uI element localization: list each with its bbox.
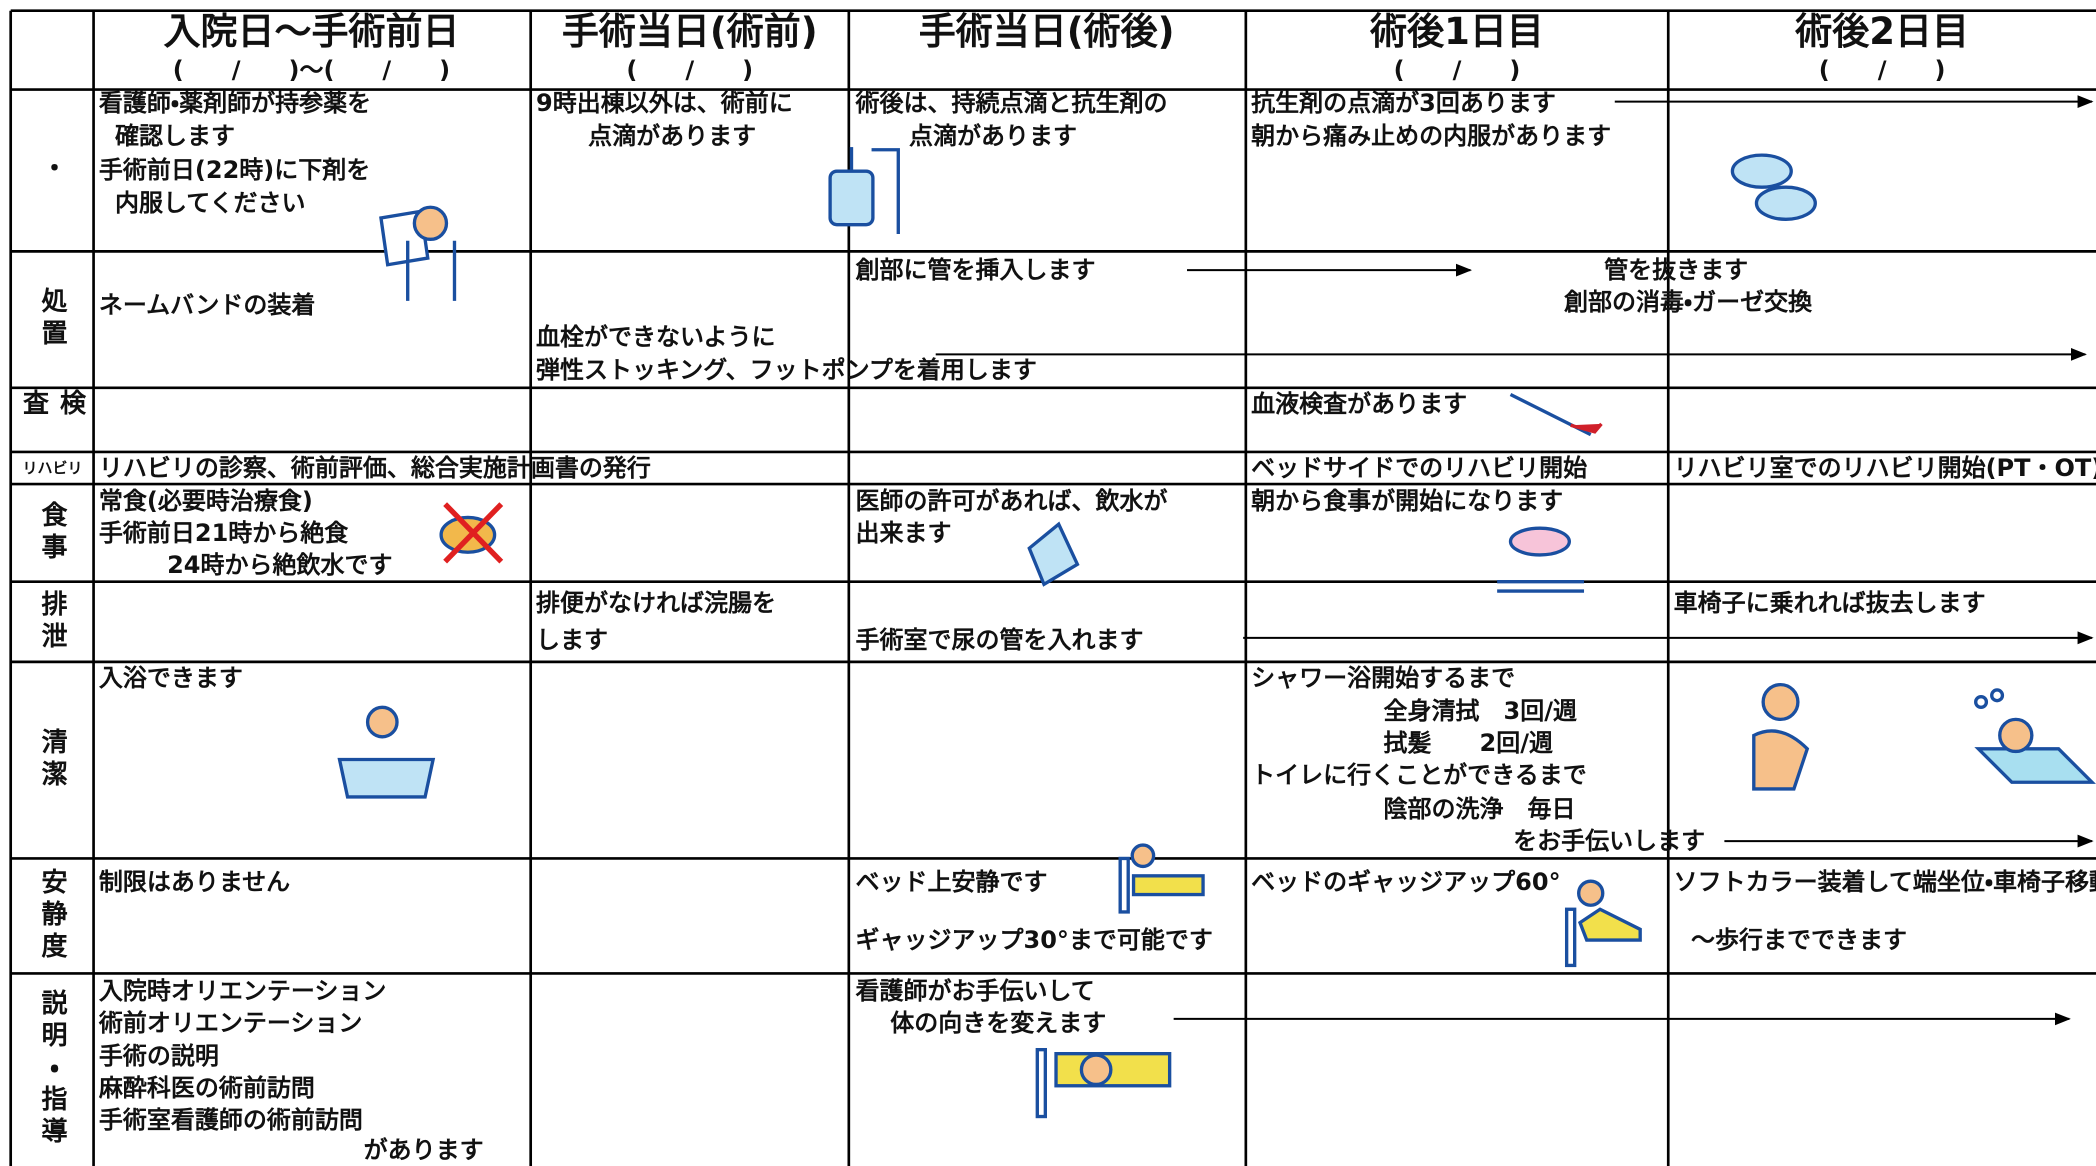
column-date: ( / ) — [1393, 55, 1521, 84]
column-date: ( / ) — [626, 55, 754, 84]
cell-text: 創部の消毒・ガーゼ交換 — [1563, 288, 1813, 317]
cell-text: 手術前日(22時)に下剤を — [98, 155, 371, 184]
cell-text: 抗生剤の点滴が3回あります — [1251, 88, 1556, 117]
cell-text: 手術室看護師の術前訪問 — [98, 1106, 363, 1135]
row-label-text: 説明・指導 — [37, 989, 67, 1150]
row-label: 排泄 — [11, 582, 94, 660]
row-label: 検査 — [11, 389, 94, 451]
row-label-text: 清潔 — [37, 727, 67, 792]
cell-text: ベッドサイドでのリハビリ開始 — [1251, 453, 1588, 482]
cell-text: をお手伝いします — [1513, 826, 1706, 855]
cell-text: 確認します — [114, 122, 235, 151]
column-title: 術後1日目 — [1370, 10, 1544, 54]
cell-text: リハビリの診察、術前評価、総合実施計画書の発行 — [98, 453, 651, 482]
cell-text: 麻酔科医の術前訪問 — [98, 1074, 315, 1103]
cell-text: 排便がなければ浣腸を — [536, 588, 777, 617]
row-label-text: ・ — [37, 154, 67, 187]
cell-text: します — [536, 626, 609, 655]
cell-text: 24時から絶飲水です — [167, 551, 393, 580]
row-label-text: 安静度 — [37, 867, 67, 964]
illustrations — [337, 147, 2096, 1119]
cell-text: ギャッジアップ30°まで可能です — [855, 925, 1213, 954]
row-label: 説明・指導 — [11, 974, 94, 1164]
cell-text: 車椅子に乗れれば抜去します — [1673, 588, 1986, 617]
cell-text: ベッド上安静です — [855, 868, 1048, 897]
cell-text: 内服してください — [114, 189, 306, 218]
row-label-text: 処置 — [37, 287, 67, 352]
cell-text: 点滴があります — [588, 122, 757, 151]
cell-text: 看護師・薬剤師が持参薬を — [98, 88, 372, 117]
cell-text: ソフトカラー装着して端坐位・車椅子移動 — [1673, 868, 2096, 897]
cell-text: 拭髪 2回/週 — [1383, 729, 1553, 758]
cell-text: ～歩行までできます — [1690, 925, 1907, 954]
grid-lines — [9, 9, 2096, 1166]
cell-text: 朝から痛み止めの内服があります — [1251, 122, 1612, 151]
row-label: 処置 — [11, 252, 94, 386]
cell-text: 血栓ができないように — [536, 322, 776, 351]
column-title: 手術当日(術前) — [561, 10, 818, 54]
cell-text: 看護師がお手伝いして — [855, 976, 1095, 1005]
cell-text: 創部に管を挿入します — [855, 256, 1096, 285]
cell-text: ネームバンドの装着 — [98, 290, 316, 319]
cell-text: 術前オリエンテーション — [98, 1008, 363, 1037]
cell-text: 医師の許可があれば、飲水が — [855, 487, 1168, 516]
cell-text: 朝から食事が開始になります — [1251, 487, 1564, 516]
cell-text: 血液検査があります — [1251, 389, 1468, 418]
cell-text: 術後は、持続点滴と抗生剤の — [855, 88, 1168, 117]
row-label: 清潔 — [11, 663, 94, 858]
cell-text: トイレに行くことができるまで — [1251, 761, 1587, 790]
cell-text: 常食(必要時治療食) — [98, 487, 313, 516]
cell-text: 手術前日21時から絶食 — [98, 519, 349, 548]
cell-text: 全身清拭 3回/週 — [1383, 697, 1577, 726]
row-label: 安静度 — [11, 859, 94, 972]
column-title: 術後2日目 — [1795, 10, 1969, 54]
column-title: 入院日～手術前日 — [163, 10, 460, 54]
cell-text: 制限はありません — [98, 868, 291, 897]
row-label: リハビリ — [11, 453, 94, 483]
cell-text: 入浴できます — [98, 663, 243, 692]
cell-text: シャワー浴開始するまで — [1251, 663, 1516, 692]
cell-text: 弾性ストッキング、フットポンプを着用します — [536, 356, 1037, 385]
cell-text: 管を抜きます — [1604, 256, 1749, 285]
arrows — [935, 95, 2094, 1026]
cell-text: 手術の説明 — [98, 1042, 219, 1071]
row-label-text: リハビリ — [22, 459, 83, 478]
cell-text: 陰部の洗浄 毎日 — [1383, 794, 1576, 823]
row-label-text: 検査 — [18, 388, 86, 421]
cell-text: があります — [363, 1135, 484, 1164]
cell-text: リハビリ室でのリハビリ開始(PT・OT) — [1673, 453, 2096, 482]
cell-text: 体の向きを変えます — [890, 1008, 1107, 1037]
row-label-text: 食事 — [37, 500, 67, 565]
cell-text: 点滴があります — [908, 122, 1077, 151]
cell-text: 入院時オリエンテーション — [98, 976, 387, 1005]
column-title: 手術当日(術後) — [918, 10, 1175, 54]
row-label-text: 排泄 — [37, 589, 67, 654]
column-date: ( / ) — [1818, 55, 1946, 84]
cell-text: ベッドのギャッジアップ60° — [1251, 868, 1561, 897]
row-label: 食事 — [11, 485, 94, 581]
cell-text: 出来ます — [855, 519, 952, 548]
cell-text: 手術室で尿の管を入れます — [855, 626, 1144, 655]
row-label: ・ — [11, 91, 94, 251]
column-date: ( / )～( / ) — [172, 55, 451, 84]
cell-text: 9時出棟以外は、術前に — [536, 88, 793, 117]
